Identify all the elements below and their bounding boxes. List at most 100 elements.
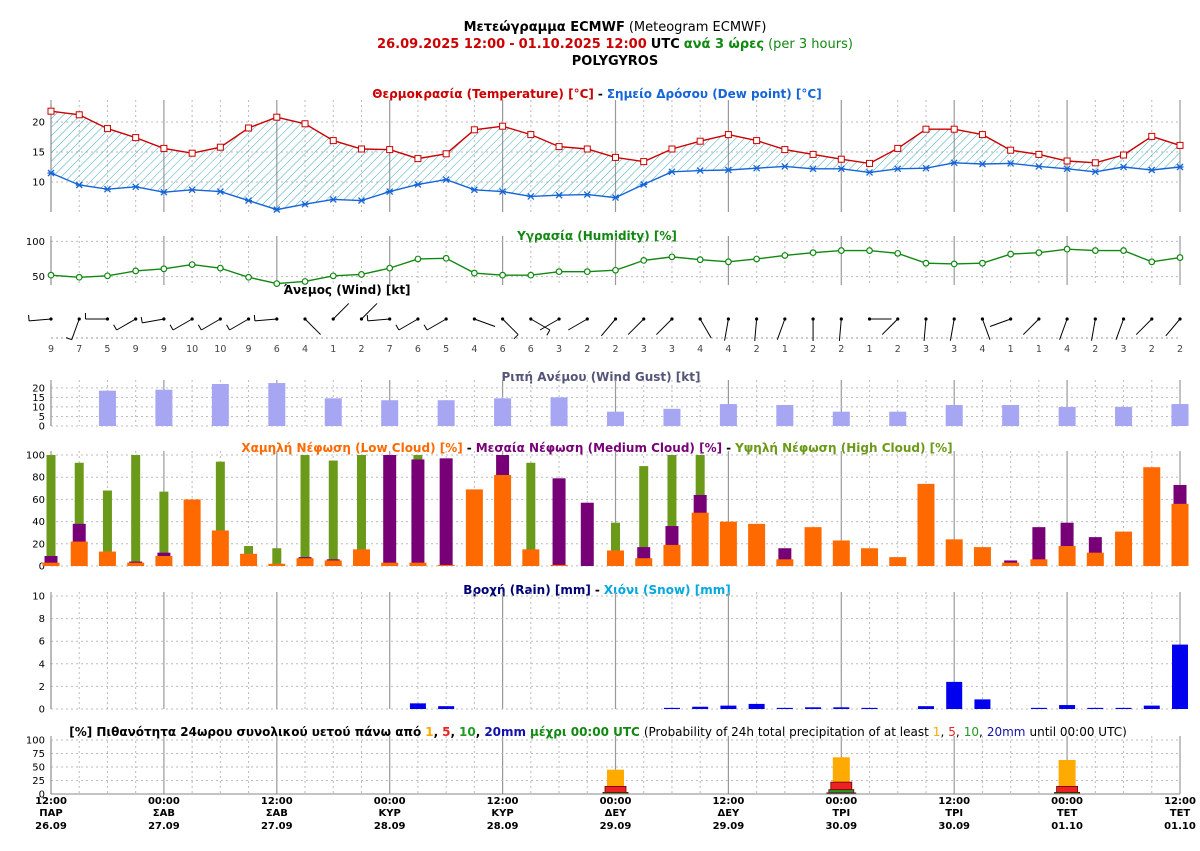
gust-bar (550, 397, 568, 426)
wind-barb-dot (162, 317, 166, 321)
dew-point-point (837, 165, 845, 173)
prob-title-en-2: until 00:00 UTC) (1030, 725, 1127, 739)
x-axis: 12:00ΠΑΡ26.0900:00ΣΑΒ27.0912:00ΣΑΒ27.090… (35, 793, 1196, 832)
humidity-point (1091, 247, 1099, 254)
humidity-point (696, 256, 704, 264)
low-cloud-bar (804, 527, 822, 566)
gust-bar (719, 404, 737, 426)
wind-barb (84, 313, 110, 321)
wind-speed-label: 7 (387, 344, 393, 355)
dew-point-title: Σημείο Δρόσου (Dew point) [°C] (607, 87, 822, 101)
humidity-point (104, 272, 111, 280)
high-cloud-bar (272, 548, 282, 566)
rain-bar (833, 707, 850, 709)
low-cloud-bar (268, 563, 286, 566)
medium-cloud-bar (411, 459, 425, 566)
wind-barb-shaft (881, 318, 899, 335)
rain-bar (1143, 705, 1160, 709)
dew-point-point (301, 200, 309, 208)
wind-barb-shaft (367, 318, 390, 322)
humidity-point (132, 267, 140, 275)
high-cloud-bar (611, 522, 620, 566)
wind-speed-label: 2 (754, 344, 760, 355)
wind-barb-shaft (699, 318, 712, 339)
dew-point-point (640, 180, 648, 188)
temperature-point (668, 145, 676, 153)
x-date-label: 27.09 (148, 821, 180, 832)
wind-barb-shaft (776, 318, 786, 340)
wind-speed-label: 2 (895, 344, 901, 355)
cloud-tick-label: 20 (32, 539, 45, 550)
wind-barb-shaft (254, 318, 277, 322)
wind-speed-label: 3 (556, 344, 562, 355)
dew-point-point (357, 197, 365, 205)
wind-barb (1091, 317, 1097, 341)
high-cloud-bar (667, 455, 677, 566)
low-cloud-bar (211, 530, 229, 566)
prob-title-en: (Probability of 24h total precipitation … (644, 725, 929, 739)
wind-barb-shaft (981, 318, 991, 340)
low-cloud-bar (945, 539, 963, 566)
wind-speed-label: 9 (133, 344, 139, 355)
temperature-point (809, 150, 817, 158)
humidity-point (527, 271, 535, 279)
wind-barb (423, 317, 448, 331)
wind-barb (395, 317, 420, 331)
gust-tick-label: 0 (39, 422, 45, 433)
probability-panel (602, 757, 1080, 795)
temperature-point (75, 111, 83, 119)
wind-barb-shaft (398, 318, 419, 331)
gust-bar (776, 405, 794, 426)
precip-tick-label: 0 (39, 705, 45, 716)
dew-point-point (809, 165, 817, 173)
wind-barb-dot (1178, 317, 1182, 321)
wind-barb (811, 317, 815, 341)
high-cloud-bar (639, 466, 649, 566)
humidity-point (499, 271, 507, 279)
temperature-point (386, 146, 394, 154)
humidity-point (950, 260, 958, 268)
low-cloud-bar (748, 523, 766, 566)
x-date-label: 29.09 (600, 821, 632, 832)
dew-point-point (329, 195, 337, 203)
high-cloud-bar (328, 460, 338, 566)
wind-speed-label: 1 (1036, 344, 1042, 355)
rain-bar (1115, 707, 1132, 709)
wind-barb-flag (395, 324, 400, 331)
humidity-point (470, 269, 478, 277)
temperature-point (724, 131, 732, 139)
wind-barb-dot (896, 317, 900, 321)
wind-barb (923, 317, 928, 341)
humidity-point (1148, 258, 1156, 266)
low-cloud-bar (1030, 559, 1048, 566)
wind-barb-dot (331, 317, 335, 321)
wind-speed-label: 4 (302, 344, 308, 355)
prob-title-gr: [%] Πιθανότητα 24ωρου συνολικού υετού πά… (69, 725, 421, 739)
temperature-tick-label: 15 (32, 148, 45, 159)
low-cloud-bar (719, 521, 737, 566)
humidity-point (1007, 250, 1015, 258)
temperature-point (866, 159, 874, 167)
rain-bar (409, 703, 426, 709)
low-cloud-bar (465, 489, 483, 566)
wind-speed-label: 2 (612, 344, 618, 355)
gust-bar (945, 405, 963, 426)
temperature-point (640, 158, 648, 166)
rain-bar (663, 707, 680, 709)
wind-barb-dot (529, 317, 533, 321)
wind-barb-shaft (724, 318, 729, 341)
dew-point-point (668, 168, 676, 176)
temperature-point (696, 137, 704, 145)
dew-point-point (103, 185, 111, 193)
wind-barb-shaft (1059, 318, 1068, 340)
rain-bar (692, 706, 709, 709)
gust-bar (1171, 404, 1189, 426)
x-time-label: 00:00 (148, 796, 180, 807)
wind-speed-label: 6 (528, 344, 534, 355)
dew-point-point (1148, 166, 1156, 174)
low-cloud-bar (409, 562, 427, 566)
dew-point-point (386, 188, 394, 196)
x-day-label: ΤΕΤ (1170, 808, 1191, 819)
dew-point-point (414, 180, 422, 188)
wind-barb (656, 317, 674, 335)
